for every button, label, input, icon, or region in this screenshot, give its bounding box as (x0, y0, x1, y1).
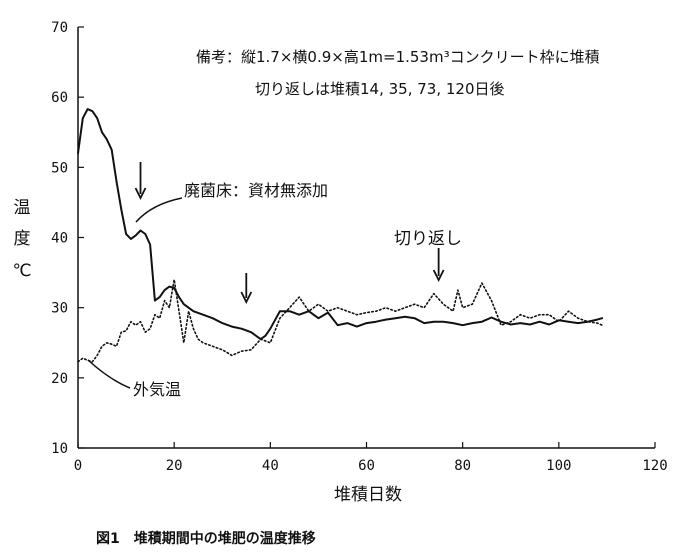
annotation-compost-leader (135, 197, 183, 223)
x-axis-ticks: 0 20 40 60 80 100 120 (74, 442, 668, 474)
turning-arrow-head (240, 291, 253, 305)
annotation-turning: 切り返し (394, 229, 462, 249)
y-tick-label: 10 (51, 441, 68, 457)
y-axis-label-2: 度 (14, 229, 31, 249)
note-line-1: 備考：縦1.7×横0.9×高1m=1.53m³コンクリート枠に堆積 (196, 48, 600, 66)
y-tick-label: 50 (51, 160, 68, 176)
turning-arrow-head (432, 269, 445, 283)
annotation-air-leader (87, 359, 131, 389)
x-tick-label: 120 (642, 458, 667, 474)
y-tick-label: 70 (51, 20, 68, 36)
x-tick-label: 40 (262, 458, 279, 474)
y-tick-label: 20 (51, 371, 68, 387)
x-tick-label: 0 (74, 458, 82, 474)
x-axis-label: 堆積日数 (334, 485, 402, 505)
x-tick-label: 100 (546, 458, 571, 474)
y-axis-label-3: ℃ (12, 261, 31, 281)
x-tick-label: 80 (454, 458, 471, 474)
x-tick-label: 60 (358, 458, 375, 474)
annotation-air-temp: 外気温 (133, 380, 181, 399)
x-tick-label: 20 (166, 458, 183, 474)
series-line-air-temp (77, 278, 603, 363)
y-tick-label: 60 (51, 90, 68, 106)
series-lines (77, 108, 604, 363)
y-axis-label-1: 温 (14, 198, 31, 218)
y-tick-label: 30 (51, 301, 68, 317)
note-line-2: 切り返しは堆積14, 35, 73, 120日後 (255, 80, 505, 98)
y-axis-ticks: 10 20 30 40 50 60 70 (51, 20, 84, 457)
turning-arrow-head (134, 187, 147, 201)
annotation-compost-series: 廃菌床：資材無添加 (184, 181, 328, 200)
y-tick-label: 40 (51, 231, 68, 247)
turning-arrows (134, 162, 445, 305)
series-line-compost (77, 108, 604, 341)
figure-caption: 図1 堆積期間中の堆肥の温度推移 (96, 530, 316, 547)
